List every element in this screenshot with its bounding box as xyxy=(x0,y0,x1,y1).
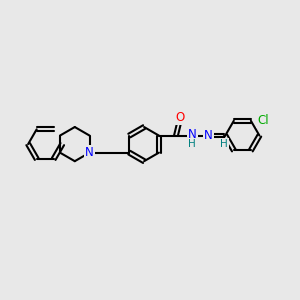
Text: H: H xyxy=(220,139,228,148)
Text: N: N xyxy=(204,129,213,142)
Text: N: N xyxy=(85,146,94,159)
Text: O: O xyxy=(176,111,185,124)
Text: Cl: Cl xyxy=(257,114,269,127)
Text: H: H xyxy=(188,139,196,149)
Text: N: N xyxy=(188,128,197,141)
